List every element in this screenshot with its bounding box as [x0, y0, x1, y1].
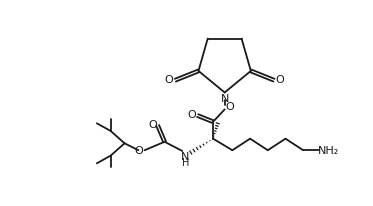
Text: N: N — [220, 94, 229, 104]
Text: O: O — [276, 75, 285, 85]
Text: O: O — [135, 146, 144, 156]
Text: O: O — [148, 120, 157, 130]
Text: O: O — [225, 102, 233, 112]
Text: H: H — [182, 158, 189, 167]
Text: O: O — [187, 110, 196, 120]
Text: NH₂: NH₂ — [318, 146, 339, 156]
Text: N: N — [181, 152, 189, 162]
Text: O: O — [165, 75, 173, 85]
